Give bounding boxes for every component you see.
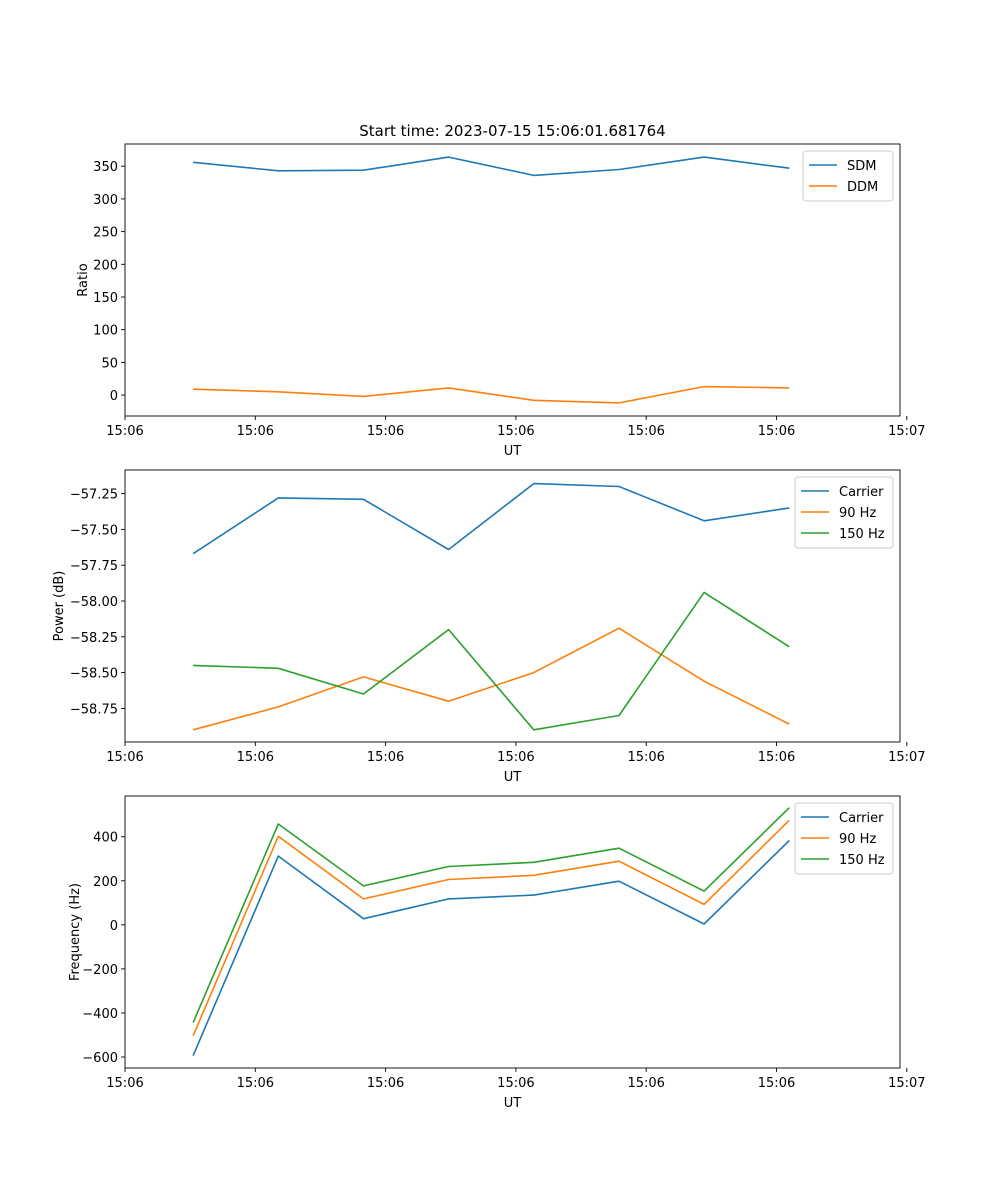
x-axis-label: UT <box>504 1096 522 1111</box>
legend-box <box>794 802 894 875</box>
x-tick-label: 15:06 <box>627 1076 664 1091</box>
x-tick-label: 15:06 <box>627 424 664 439</box>
series-line-sdm <box>193 156 790 177</box>
y-tick-label: −400 <box>82 1007 118 1022</box>
x-tick-label: 15:06 <box>237 1076 274 1091</box>
x-tick-label: 15:06 <box>627 750 664 765</box>
y-tick-label: 200 <box>93 258 118 273</box>
series-line-carrier <box>192 482 790 555</box>
y-tick-label: 400 <box>93 831 118 846</box>
x-tick-label: 15:07 <box>888 424 925 439</box>
x-tick-label: 15:06 <box>237 750 274 765</box>
x-tick-label: 15:06 <box>367 424 404 439</box>
x-tick-label: 15:06 <box>497 750 534 765</box>
y-tick-label: −58.25 <box>70 631 118 646</box>
x-tick-label: 15:06 <box>367 1076 404 1091</box>
y-tick-label: 200 <box>93 875 118 890</box>
legend-label: DDM <box>847 180 878 195</box>
x-tick-label: 15:06 <box>106 750 143 765</box>
y-tick-label: 150 <box>93 291 118 306</box>
y-tick-label: 350 <box>93 160 118 175</box>
series-line-ddm <box>193 385 790 404</box>
y-tick-label: −57.25 <box>70 488 118 503</box>
y-tick-label: 250 <box>93 226 118 241</box>
legend-label: SDM <box>847 159 876 174</box>
x-tick-label: 15:06 <box>497 1076 534 1091</box>
x-tick-label: 15:06 <box>237 424 274 439</box>
series-line-90-hz <box>192 819 790 1037</box>
y-tick-label: 50 <box>101 356 118 371</box>
y-axis-label: Power (dB) <box>52 571 67 642</box>
x-axis-label: UT <box>504 770 522 785</box>
series-line-90-hz <box>192 627 790 731</box>
series-line-150-hz <box>193 591 790 731</box>
y-tick-label: −58.75 <box>70 702 118 717</box>
legend-box <box>802 150 894 202</box>
legend-label: 150 Hz <box>839 527 885 542</box>
legend-label: 90 Hz <box>839 832 876 847</box>
axes-frame <box>124 143 901 417</box>
series-line-150-hz <box>192 807 790 1023</box>
y-tick-label: −57.50 <box>70 523 118 538</box>
x-tick-label: 15:06 <box>106 424 143 439</box>
y-tick-label: −57.75 <box>70 559 118 574</box>
legend-label: 150 Hz <box>839 853 885 868</box>
x-tick-label: 15:06 <box>367 750 404 765</box>
y-axis-label: Frequency (Hz) <box>68 883 83 981</box>
axes-frame <box>124 795 901 1069</box>
x-tick-label: 15:06 <box>758 750 795 765</box>
x-tick-label: 15:06 <box>758 424 795 439</box>
legend-label: 90 Hz <box>839 506 876 521</box>
y-tick-label: 0 <box>110 919 118 934</box>
legend-label: Carrier <box>839 811 884 826</box>
axes-frame <box>124 469 901 743</box>
legend-label: Carrier <box>839 485 884 500</box>
y-tick-label: −58.00 <box>70 595 118 610</box>
x-tick-label: 15:06 <box>106 1076 143 1091</box>
y-tick-label: 100 <box>93 324 118 339</box>
y-tick-label: −58.50 <box>70 667 118 682</box>
x-tick-label: 15:06 <box>758 1076 795 1091</box>
series-line-carrier <box>192 839 790 1057</box>
y-tick-label: 300 <box>93 193 118 208</box>
x-tick-label: 15:07 <box>888 750 925 765</box>
y-tick-label: 0 <box>110 389 118 404</box>
x-tick-label: 15:06 <box>497 424 534 439</box>
chart-title: Start time: 2023-07-15 15:06:01.681764 <box>359 122 665 140</box>
legend-box <box>794 476 894 549</box>
y-axis-label: Ratio <box>76 263 91 296</box>
x-tick-label: 15:07 <box>888 1076 925 1091</box>
y-tick-label: −600 <box>82 1051 118 1066</box>
y-tick-label: −200 <box>82 963 118 978</box>
x-axis-label: UT <box>504 444 522 459</box>
